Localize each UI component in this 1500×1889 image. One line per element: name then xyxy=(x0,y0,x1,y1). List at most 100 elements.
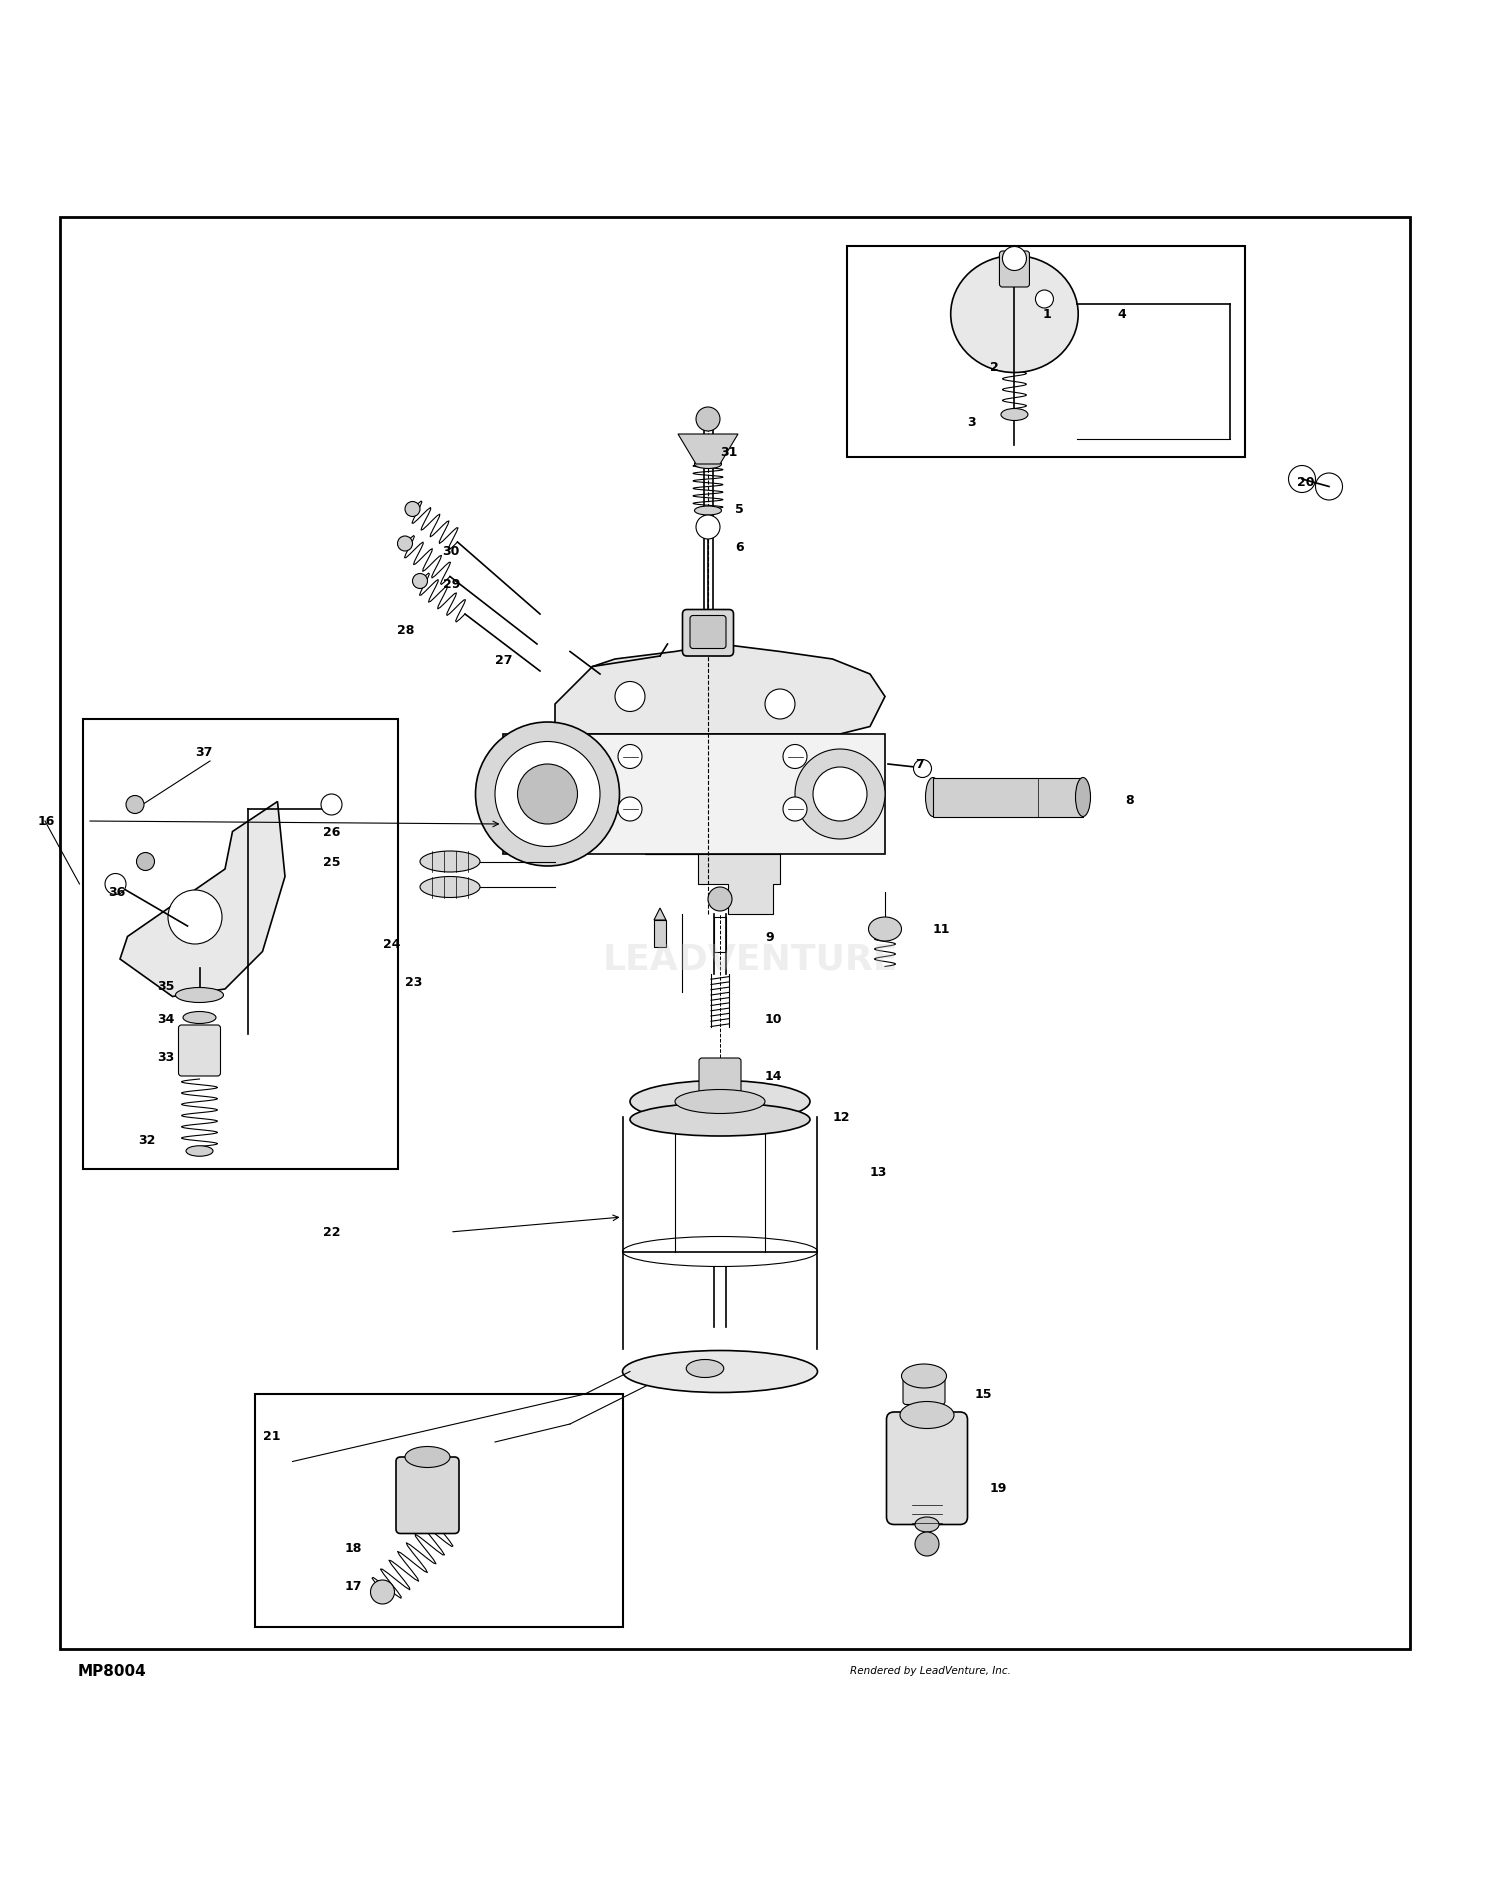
Text: 29: 29 xyxy=(442,578,460,591)
FancyBboxPatch shape xyxy=(682,610,734,657)
Ellipse shape xyxy=(915,1517,939,1532)
Text: 7: 7 xyxy=(915,757,924,771)
Text: 1: 1 xyxy=(1042,308,1052,321)
Circle shape xyxy=(1288,467,1316,493)
Circle shape xyxy=(795,750,885,839)
Text: 36: 36 xyxy=(108,886,124,899)
Text: 33: 33 xyxy=(158,1050,174,1064)
Text: 25: 25 xyxy=(322,856,340,869)
Circle shape xyxy=(126,795,144,814)
Text: 32: 32 xyxy=(138,1133,156,1147)
Ellipse shape xyxy=(1000,410,1028,421)
Text: 13: 13 xyxy=(870,1166,888,1179)
Text: 5: 5 xyxy=(735,502,744,516)
Polygon shape xyxy=(645,854,780,914)
Text: 8: 8 xyxy=(1125,793,1134,807)
Text: 26: 26 xyxy=(322,825,340,839)
Bar xyxy=(847,247,1245,457)
Text: 23: 23 xyxy=(405,975,423,988)
Circle shape xyxy=(136,854,154,871)
Ellipse shape xyxy=(1076,778,1090,818)
Ellipse shape xyxy=(694,461,721,468)
Circle shape xyxy=(518,765,578,825)
Text: 11: 11 xyxy=(933,924,951,937)
Polygon shape xyxy=(503,735,885,854)
FancyBboxPatch shape xyxy=(886,1413,968,1524)
Text: 24: 24 xyxy=(382,939,400,950)
Circle shape xyxy=(765,689,795,720)
Text: 30: 30 xyxy=(442,546,460,559)
Ellipse shape xyxy=(630,1103,810,1137)
Circle shape xyxy=(783,744,807,769)
Circle shape xyxy=(813,767,867,822)
Ellipse shape xyxy=(176,988,223,1003)
Ellipse shape xyxy=(926,778,940,818)
Circle shape xyxy=(696,516,720,540)
Text: 16: 16 xyxy=(38,814,56,827)
FancyBboxPatch shape xyxy=(999,251,1029,287)
Circle shape xyxy=(1035,291,1053,308)
Bar xyxy=(255,1394,622,1626)
Text: 17: 17 xyxy=(345,1579,363,1592)
Circle shape xyxy=(696,408,720,433)
Bar xyxy=(654,920,666,948)
Ellipse shape xyxy=(686,1360,723,1377)
Circle shape xyxy=(398,536,412,552)
Text: MP8004: MP8004 xyxy=(78,1662,147,1677)
Ellipse shape xyxy=(694,506,721,516)
Ellipse shape xyxy=(630,1081,810,1122)
Ellipse shape xyxy=(902,1364,946,1388)
Text: 19: 19 xyxy=(990,1481,1008,1494)
Ellipse shape xyxy=(622,1351,818,1392)
Text: 35: 35 xyxy=(158,980,176,994)
Polygon shape xyxy=(678,434,738,465)
Ellipse shape xyxy=(420,876,480,897)
Text: 3: 3 xyxy=(968,416,976,429)
Text: 22: 22 xyxy=(322,1226,340,1239)
Circle shape xyxy=(1002,247,1026,272)
Ellipse shape xyxy=(868,918,901,941)
Circle shape xyxy=(618,797,642,822)
Text: 21: 21 xyxy=(262,1430,280,1443)
Text: 27: 27 xyxy=(495,654,513,667)
Circle shape xyxy=(915,1532,939,1557)
Ellipse shape xyxy=(183,1013,216,1024)
Circle shape xyxy=(914,759,932,778)
Text: 28: 28 xyxy=(398,623,416,637)
Text: 18: 18 xyxy=(345,1541,363,1553)
Circle shape xyxy=(783,797,807,822)
Text: 2: 2 xyxy=(990,361,999,374)
Circle shape xyxy=(476,723,620,867)
FancyBboxPatch shape xyxy=(178,1026,220,1077)
Text: 12: 12 xyxy=(833,1111,850,1124)
Ellipse shape xyxy=(900,1402,954,1428)
Circle shape xyxy=(168,890,222,944)
Circle shape xyxy=(413,574,428,589)
Circle shape xyxy=(370,1581,394,1604)
Text: 31: 31 xyxy=(720,446,738,459)
Circle shape xyxy=(708,888,732,912)
Text: LEADVENTURE: LEADVENTURE xyxy=(602,943,897,977)
Text: 20: 20 xyxy=(1298,476,1316,489)
Circle shape xyxy=(321,795,342,816)
Text: 14: 14 xyxy=(765,1069,783,1082)
Ellipse shape xyxy=(420,852,480,873)
Circle shape xyxy=(105,875,126,895)
Ellipse shape xyxy=(186,1147,213,1156)
Polygon shape xyxy=(120,803,285,997)
Circle shape xyxy=(405,502,420,518)
Text: 34: 34 xyxy=(158,1013,176,1026)
Circle shape xyxy=(618,744,642,769)
Text: 9: 9 xyxy=(765,931,774,943)
FancyBboxPatch shape xyxy=(396,1456,459,1534)
Text: 4: 4 xyxy=(1118,308,1126,321)
Polygon shape xyxy=(654,909,666,920)
Text: 10: 10 xyxy=(765,1013,783,1026)
Circle shape xyxy=(615,682,645,712)
Text: 6: 6 xyxy=(735,540,744,553)
FancyBboxPatch shape xyxy=(690,616,726,650)
Circle shape xyxy=(1316,474,1342,501)
Polygon shape xyxy=(555,644,885,735)
Circle shape xyxy=(495,742,600,846)
Text: 15: 15 xyxy=(975,1388,993,1402)
